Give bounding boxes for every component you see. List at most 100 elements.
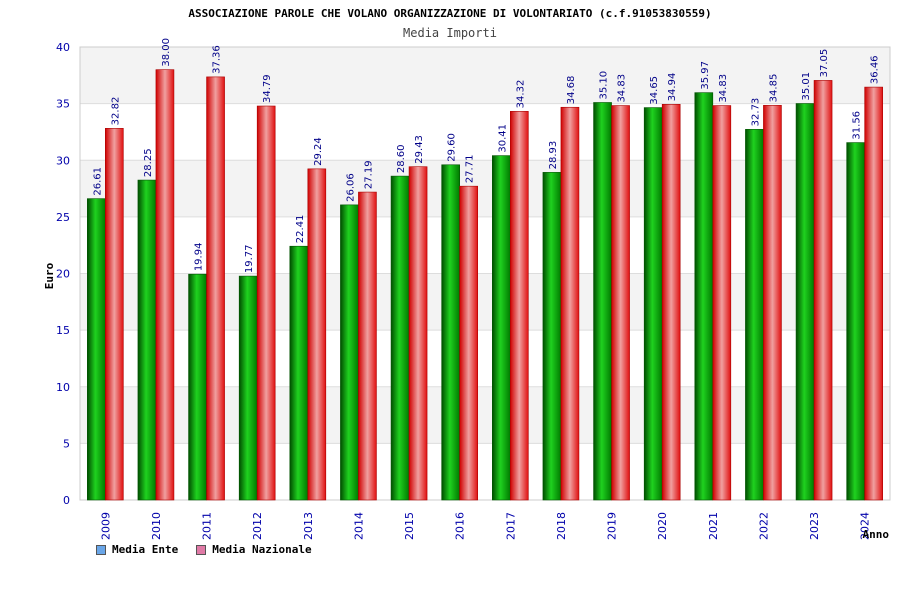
y-tick-label: 0 [63,494,70,507]
legend-swatch [96,544,106,555]
data-label: 34.83 [617,74,628,103]
data-label: 28.25 [143,148,154,177]
chart-subtitle: Media Importi [403,26,497,40]
bar-media-nazionale-2021 [712,105,732,501]
data-label: 29.60 [447,133,458,162]
data-label: 35.97 [700,61,711,90]
bar-media-nazionale-2013 [307,168,327,501]
bar-media-nazionale-2015 [408,166,428,501]
data-labels: 26.61 32.82 28.25 38.00 19.94 37.36 19.77 34.79… [92,38,880,273]
bar-media-nazionale-2016 [459,185,478,501]
y-axis-ticks: 0 5 10 15 20 25 30 35 40 [56,41,70,507]
legend: Media Ente Media Nazionale [96,543,312,556]
x-tick-label: 2022 [757,512,770,540]
x-tick-label: 2021 [707,512,720,540]
data-label: 26.61 [92,167,103,196]
y-tick-label: 15 [56,324,70,337]
data-label: 19.77 [244,244,255,273]
x-tick-label: 2012 [251,512,264,540]
x-tick-label: 2018 [555,512,568,540]
x-tick-label: 2024 [859,512,872,540]
x-axis-label: Anno [863,528,890,541]
data-label: 32.73 [750,98,761,127]
bar-media-nazionale-2017 [510,111,529,501]
bar-media-ente-2018 [542,172,562,501]
x-tick-label: 2020 [656,512,669,540]
bar-media-nazionale-2023 [813,80,833,501]
data-label: 37.36 [212,45,223,74]
data-label: 28.60 [396,144,407,173]
bar-media-ente-2022 [745,129,764,501]
chart-title: ASSOCIAZIONE PAROLE CHE VOLANO ORGANIZZA… [188,7,711,20]
x-tick-label: 2011 [201,512,214,540]
data-label: 22.41 [295,215,306,244]
bar-media-nazionale-2014 [358,191,377,501]
x-tick-label: 2017 [504,512,517,540]
bars [87,69,883,501]
bar-media-ente-2009 [87,198,106,501]
legend-swatch [196,544,207,555]
data-label: 34.68 [566,76,577,105]
data-label: 37.05 [819,49,830,78]
plot-area [79,46,891,501]
data-label: 31.56 [852,111,863,140]
data-label: 35.01 [801,72,812,101]
bar-media-ente-2014 [340,204,359,501]
data-label: 27.71 [465,155,476,184]
data-label: 30.41 [497,124,508,153]
bar-media-ente-2015 [390,175,410,501]
bar-media-nazionale-2010 [155,69,175,501]
bar-media-ente-2024 [846,142,865,501]
data-label: 26.06 [345,173,356,202]
x-tick-label: 2016 [454,512,467,540]
bar-media-ente-2021 [694,92,714,501]
legend-label: Media Ente [112,543,179,556]
data-label: 27.19 [363,160,374,189]
data-label: 36.46 [870,55,881,84]
data-label: 28.93 [548,141,559,170]
legend-label: Media Nazionale [212,543,312,556]
data-label: 32.82 [110,97,121,126]
bar-media-nazionale-2019 [611,105,630,501]
bar-media-nazionale-2018 [560,106,580,501]
bar-media-ente-2020 [643,107,663,501]
y-tick-label: 5 [63,437,70,450]
x-tick-label: 2023 [808,512,821,540]
bar-media-nazionale-2022 [763,105,782,501]
data-label: 34.83 [718,74,729,103]
bar-media-ente-2013 [289,245,309,501]
x-tick-label: 2019 [606,512,619,540]
data-label: 29.24 [313,137,324,166]
y-axis-label: Euro [43,262,56,289]
data-label: 34.32 [515,80,526,109]
data-label: 34.79 [262,74,273,103]
legend-item-media-ente: Media Ente [96,543,178,556]
y-tick-label: 30 [56,154,70,167]
x-tick-label: 2015 [403,512,416,540]
x-tick-label: 2009 [99,512,112,540]
data-label: 34.94 [667,73,678,102]
y-tick-label: 35 [56,98,70,111]
bar-media-nazionale-2024 [864,86,883,501]
y-tick-label: 20 [56,268,70,281]
data-label: 35.10 [599,71,610,100]
bar-media-ente-2016 [441,164,460,501]
x-axis-ticks: 2009 2010 2011 2012 2013 2014 2015 2016 2017 2018… [99,512,871,540]
data-label: 38.00 [161,38,172,67]
x-tick-label: 2010 [150,512,163,540]
bar-media-ente-2010 [137,179,157,501]
bar-media-nazionale-2009 [105,128,124,501]
x-tick-label: 2014 [352,512,365,540]
bar-media-ente-2019 [593,102,612,501]
bar-media-ente-2017 [492,155,511,501]
data-label: 29.43 [414,135,425,164]
bar-media-ente-2012 [238,275,258,501]
bar-media-nazionale-2020 [661,104,681,501]
y-tick-label: 40 [56,41,70,54]
bar-media-nazionale-2012 [256,105,276,501]
data-label: 34.65 [649,76,660,105]
legend-item-media-nazionale: Media Nazionale [196,543,312,556]
y-tick-label: 10 [56,381,70,394]
data-label: 19.94 [194,243,205,272]
